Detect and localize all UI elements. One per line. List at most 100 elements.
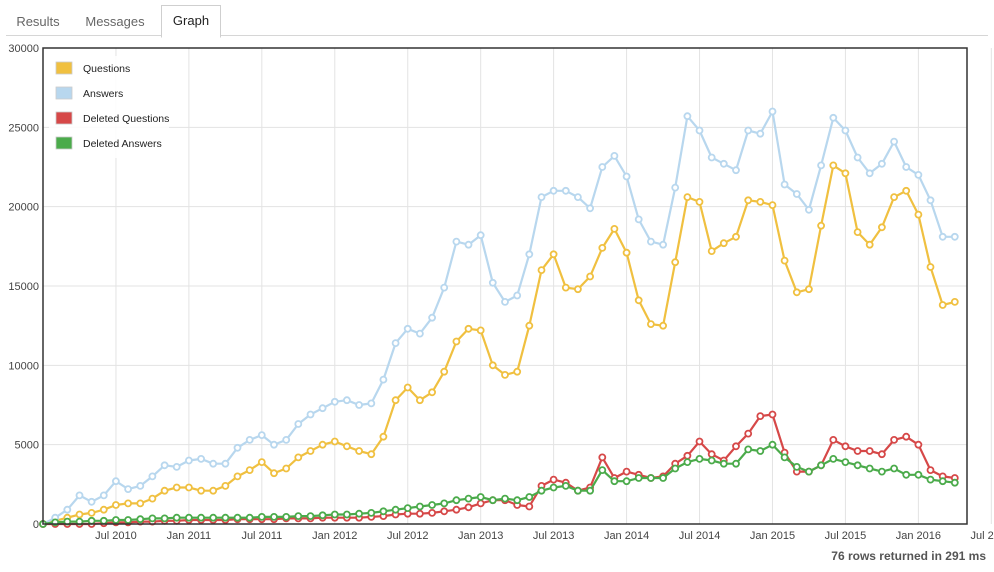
series-line bbox=[42, 110, 955, 525]
data-point bbox=[829, 435, 838, 444]
data-point bbox=[549, 483, 558, 492]
data-point bbox=[294, 512, 303, 521]
x-tick-label: Jul 2015 bbox=[825, 530, 867, 542]
data-point bbox=[659, 321, 667, 330]
y-tick-label: 15000 bbox=[8, 281, 39, 293]
data-point bbox=[306, 512, 315, 521]
legend-label: Deleted Answers bbox=[83, 138, 162, 150]
data-point bbox=[756, 447, 765, 455]
data-point bbox=[792, 190, 801, 198]
data-point bbox=[719, 459, 728, 468]
data-point bbox=[610, 224, 619, 233]
data-point bbox=[683, 451, 692, 460]
data-point bbox=[574, 486, 582, 495]
data-point bbox=[355, 509, 364, 518]
data-point bbox=[415, 396, 424, 405]
x-tick-label: Jul 2016 bbox=[971, 530, 994, 542]
data-point bbox=[306, 447, 315, 455]
data-point bbox=[136, 481, 145, 490]
data-point bbox=[233, 472, 242, 481]
rows-returned-status: 76 rows returned in 291 ms bbox=[831, 549, 986, 563]
data-point bbox=[938, 301, 947, 309]
data-point bbox=[574, 285, 582, 294]
x-tick-label: Jul 2013 bbox=[533, 530, 575, 542]
data-point bbox=[902, 470, 911, 479]
data-point bbox=[440, 499, 449, 508]
data-point bbox=[294, 453, 303, 462]
data-point bbox=[112, 477, 120, 486]
data-point bbox=[865, 464, 874, 473]
data-point bbox=[695, 454, 704, 463]
data-point bbox=[403, 383, 412, 392]
tab-graph[interactable]: Graph bbox=[161, 5, 221, 38]
legend-label: Deleted Questions bbox=[83, 113, 169, 125]
data-point bbox=[124, 485, 133, 494]
data-point bbox=[537, 266, 546, 275]
data-point bbox=[148, 494, 157, 503]
data-point bbox=[792, 462, 801, 471]
data-point bbox=[586, 486, 594, 495]
data-point bbox=[683, 112, 692, 121]
data-point bbox=[586, 204, 594, 213]
data-point bbox=[440, 507, 449, 516]
data-point bbox=[853, 153, 862, 162]
data-point bbox=[671, 464, 680, 473]
data-point bbox=[938, 232, 947, 241]
data-point bbox=[719, 239, 728, 248]
data-point bbox=[501, 494, 509, 503]
x-tick-label: Jul 2012 bbox=[387, 530, 429, 542]
legend: Questions Answers Deleted Questions Deleted… bbox=[49, 56, 169, 158]
data-point bbox=[148, 514, 157, 523]
data-point bbox=[355, 447, 364, 455]
data-point bbox=[878, 223, 886, 232]
data-point bbox=[622, 467, 631, 476]
data-point bbox=[695, 437, 704, 446]
data-point bbox=[282, 435, 291, 444]
data-point bbox=[428, 388, 437, 397]
data-point bbox=[391, 505, 400, 514]
legend-label: Answers bbox=[83, 88, 123, 100]
data-point bbox=[330, 437, 339, 446]
data-point bbox=[270, 440, 278, 449]
data-point bbox=[780, 180, 789, 189]
data-point bbox=[768, 107, 777, 116]
data-point bbox=[112, 501, 120, 509]
data-point bbox=[342, 510, 351, 519]
y-tick-label: 5000 bbox=[15, 440, 39, 452]
data-point bbox=[257, 458, 266, 467]
data-point bbox=[853, 447, 862, 455]
data-point bbox=[148, 472, 157, 481]
data-point bbox=[744, 126, 753, 135]
data-point bbox=[464, 494, 473, 503]
data-point bbox=[780, 453, 789, 462]
data-point bbox=[890, 193, 898, 202]
data-point bbox=[306, 410, 315, 419]
data-point bbox=[464, 324, 473, 333]
data-point bbox=[257, 431, 266, 440]
data-point bbox=[99, 491, 108, 500]
data-point bbox=[841, 442, 850, 451]
tab-messages[interactable]: Messages bbox=[85, 14, 145, 29]
data-point bbox=[428, 313, 437, 322]
data-point bbox=[440, 283, 449, 292]
data-point bbox=[926, 466, 935, 475]
data-point bbox=[160, 514, 169, 523]
data-point bbox=[671, 183, 680, 192]
data-point bbox=[549, 475, 558, 484]
data-point bbox=[574, 193, 582, 202]
data-point bbox=[330, 510, 339, 519]
tab-results[interactable]: Results bbox=[16, 14, 60, 29]
data-point bbox=[428, 508, 437, 517]
data-point bbox=[805, 205, 813, 214]
data-point bbox=[245, 435, 254, 444]
data-point bbox=[829, 454, 838, 463]
data-point bbox=[415, 502, 424, 511]
data-point bbox=[549, 250, 558, 259]
y-tick-label: 30000 bbox=[8, 43, 39, 55]
data-point bbox=[902, 163, 911, 171]
data-point bbox=[367, 450, 376, 459]
data-point bbox=[270, 512, 278, 521]
data-point bbox=[403, 504, 412, 513]
data-point bbox=[659, 240, 667, 249]
data-point bbox=[63, 505, 72, 514]
